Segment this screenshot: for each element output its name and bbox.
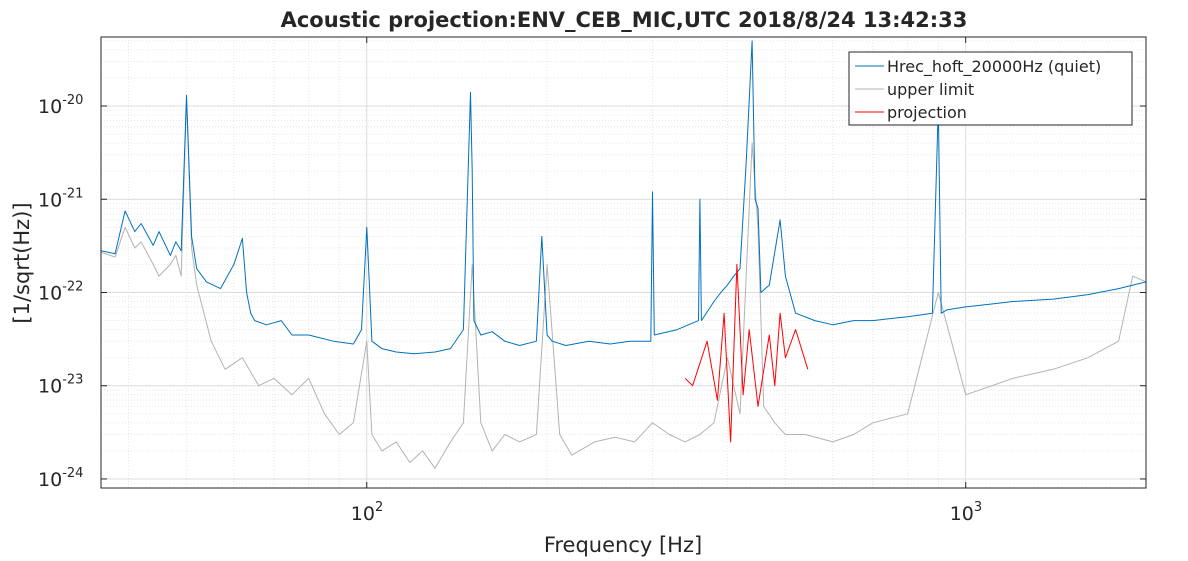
y-tick-label: 10-22: [38, 279, 83, 304]
y-tick-label: 10-24: [38, 466, 83, 491]
y-axis-ticks: 10-24 10-23 10-22 10-21 10-20: [38, 93, 1146, 491]
series-line-upper-limit: [100, 98, 1147, 469]
series-layer: [100, 40, 1147, 469]
y-tick-label: 10-23: [38, 373, 83, 398]
legend-box: [848, 51, 1133, 126]
grid: [101, 37, 1147, 489]
y-tick-label: 10-21: [38, 186, 83, 211]
series-line-projection: [684, 263, 809, 443]
chart-title: Acoustic projection:ENV_CEB_MIC,UTC 2018…: [281, 8, 968, 32]
x-axis-label: Frequency [Hz]: [544, 533, 702, 557]
plot-frame: [100, 36, 1147, 489]
y-tick-label: 10-20: [38, 93, 83, 118]
legend-label: projection: [887, 103, 967, 122]
y-axis-label: [1/sqrt(Hz)]: [10, 202, 34, 323]
legend: Hrec_hoft_20000Hz (quiet) upper limit proj…: [848, 51, 1133, 126]
legend-label: Hrec_hoft_20000Hz (quiet): [887, 57, 1101, 77]
x-axis-ticks: 102 103: [351, 37, 982, 525]
x-tick-label: 102: [351, 500, 383, 525]
legend-label: upper limit: [887, 80, 974, 99]
x-tick-label: 103: [950, 500, 982, 525]
series-line-hrec-hoft-20000hz-quiet: [100, 40, 1147, 355]
